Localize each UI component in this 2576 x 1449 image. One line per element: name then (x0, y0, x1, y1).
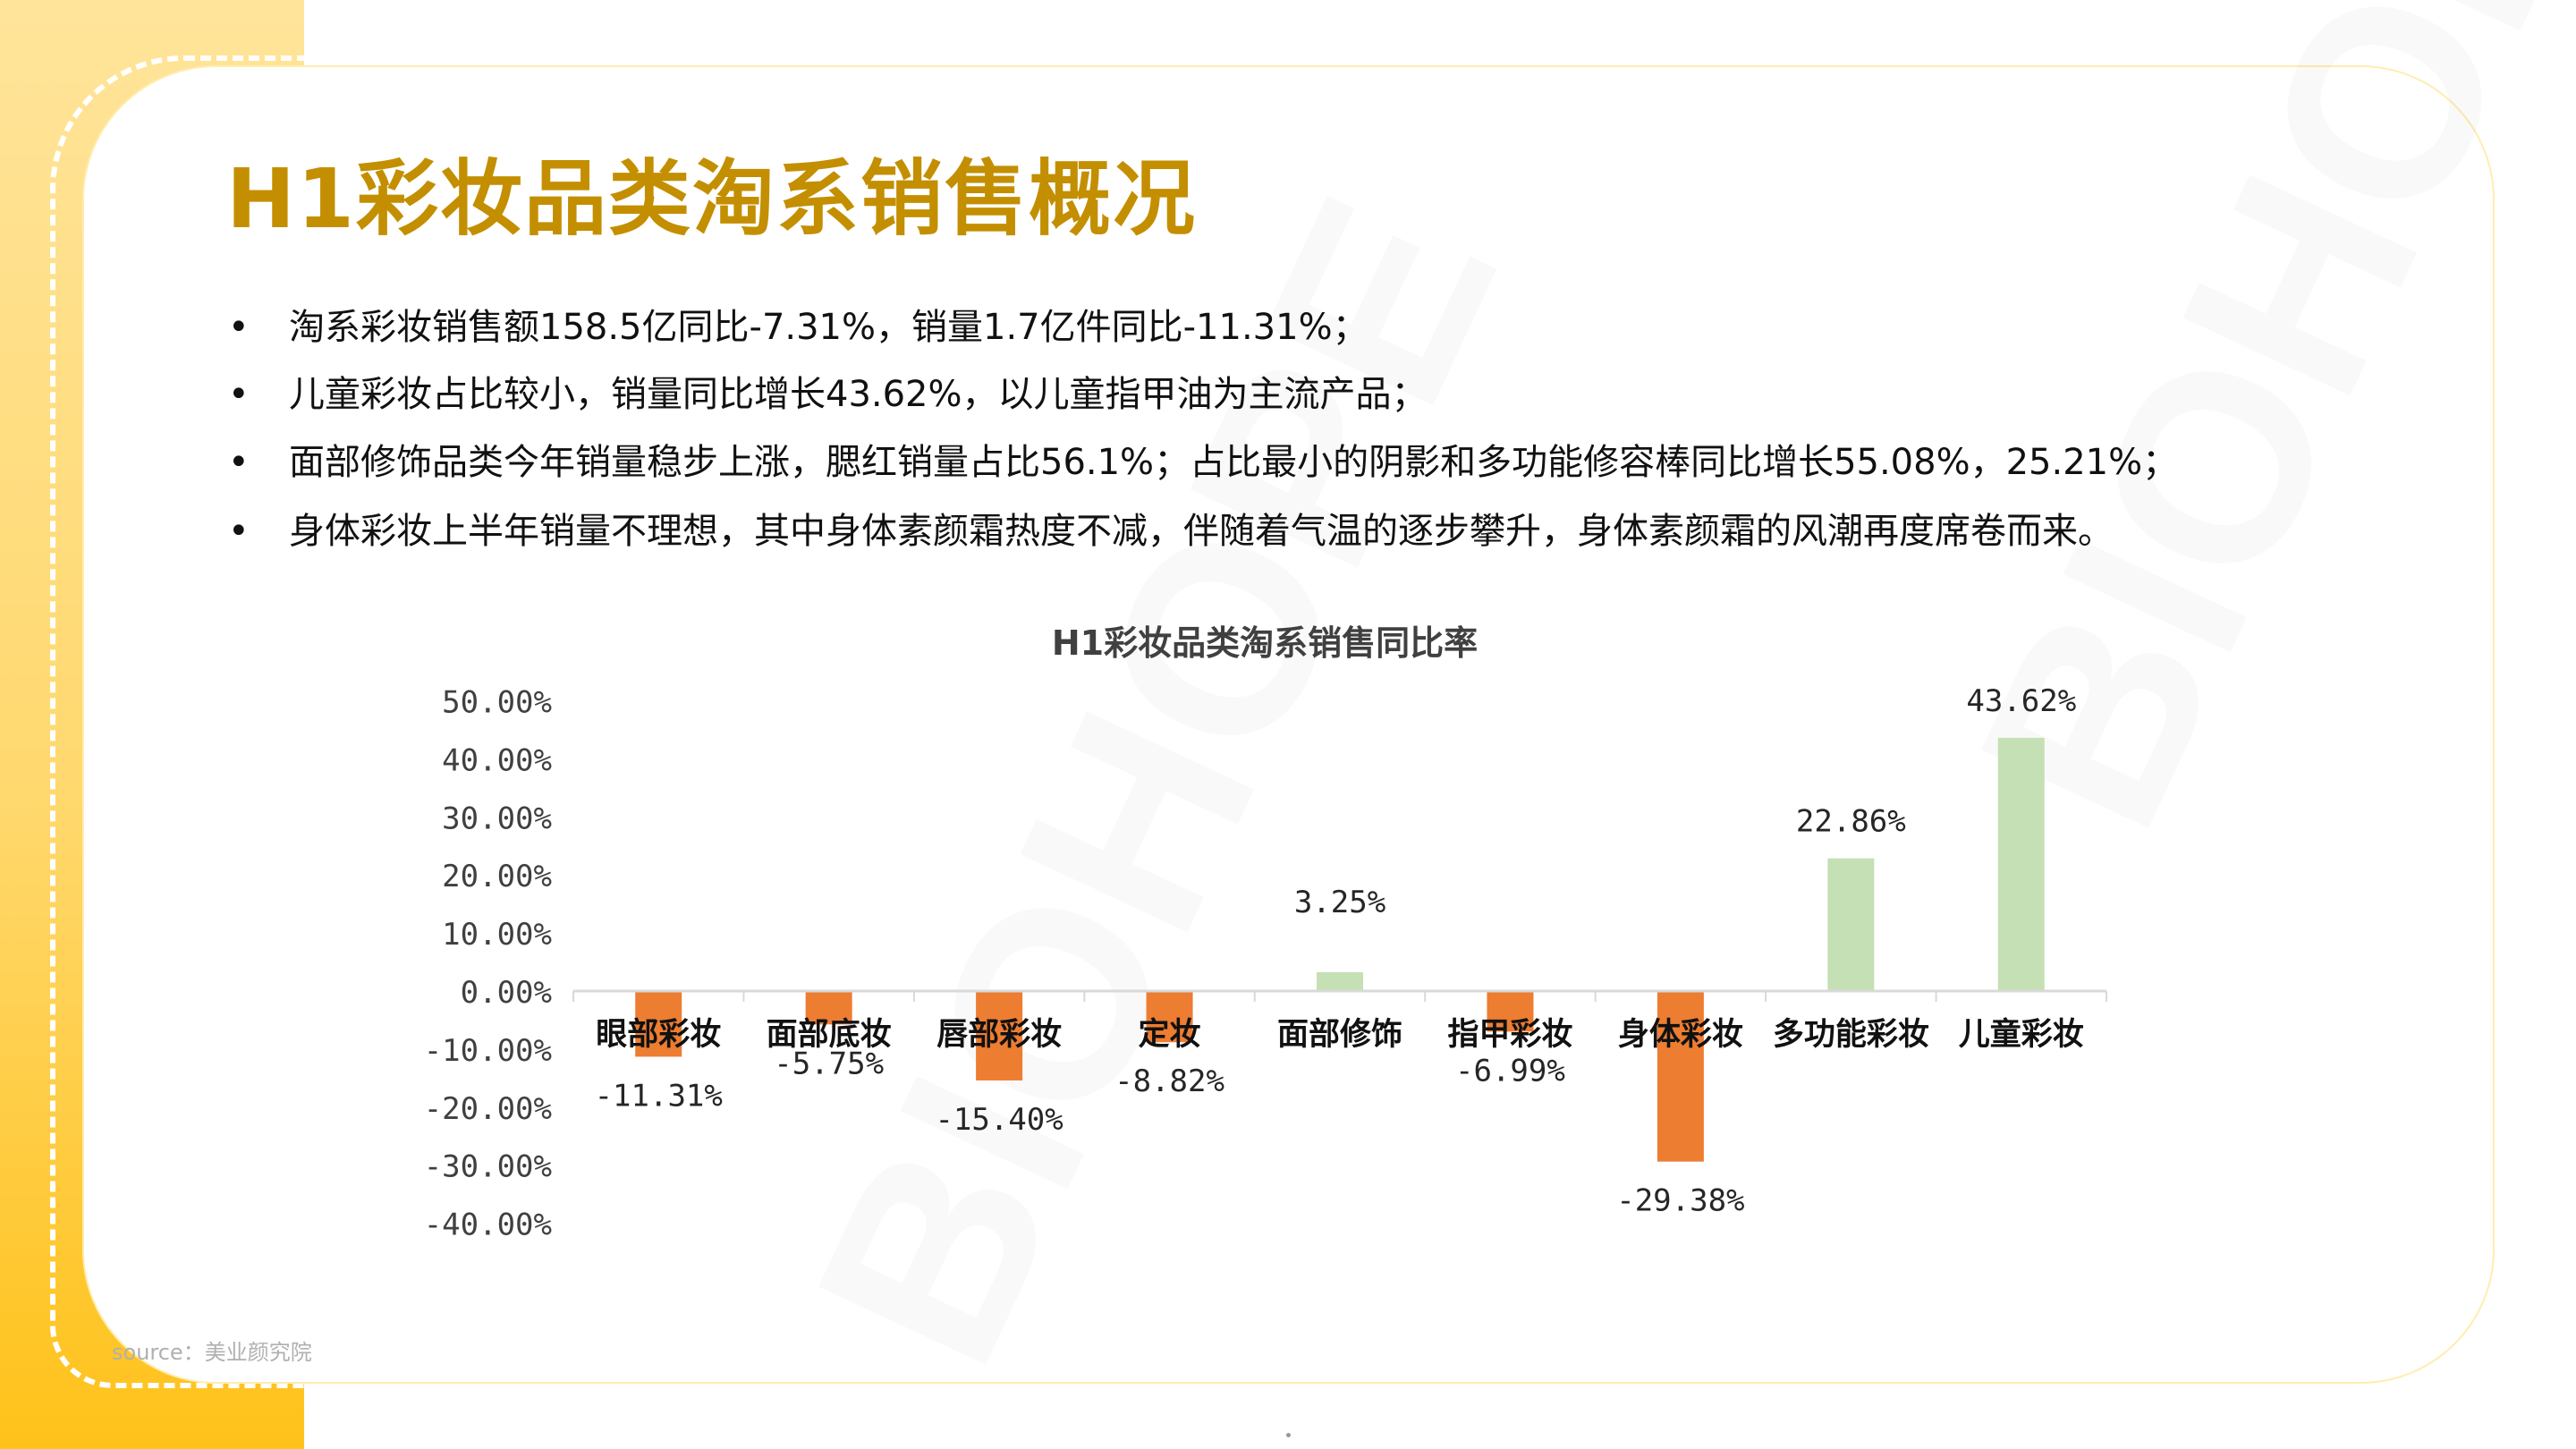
bar (1317, 971, 1363, 991)
bullet-dot: • (228, 442, 250, 483)
data-label: 3.25% (1294, 885, 1385, 920)
y-tick-label: 0.00% (461, 975, 552, 1011)
y-tick-label: -20.00% (424, 1091, 552, 1127)
y-tick-label: 10.00% (442, 917, 552, 953)
bar (976, 991, 1023, 1080)
bullet-item: • 面部修饰品类今年销量稳步上涨，腮红销量占比56.1%；占比最小的阴影和多功能修… (228, 433, 2178, 485)
category-label: 指甲彩妆 (1447, 1017, 1572, 1053)
source-note: source：美业颜究院 (112, 1340, 312, 1365)
bullet-text: 面部修饰品类今年销量稳步上涨，腮红销量占比56.1%；占比最小的阴影和多功能修容… (289, 442, 2179, 483)
y-tick-label: 30.00% (442, 801, 552, 836)
bullet-item: • 儿童彩妆占比较小，销量同比增长43.62%，以儿童指甲油为主流产品； (228, 365, 1428, 417)
data-label: 43.62% (1966, 683, 2076, 719)
data-label: -6.99% (1455, 1053, 1565, 1089)
content-card (82, 65, 2495, 1384)
bullet-text: 淘系彩妆销售额158.5亿同比-7.31%，销量1.7亿件同比-11.31%； (289, 307, 1368, 348)
data-label: -15.40% (935, 1102, 1063, 1138)
y-tick-label: -40.00% (424, 1208, 552, 1243)
bullet-text: 身体彩妆上半年销量不理想，其中身体素颜霜热度不减，伴随着气温的逐步攀升，身体素颜… (289, 511, 2114, 552)
y-tick-label: 20.00% (442, 859, 552, 894)
category-label: 儿童彩妆 (1959, 1017, 2084, 1053)
dashed-outline-decor (50, 55, 587, 1388)
data-label: -11.31% (595, 1078, 723, 1114)
y-tick-label: -10.00% (424, 1033, 552, 1069)
bar (1997, 737, 2045, 991)
page-indicator-dot (1286, 1433, 1291, 1437)
bar (1487, 991, 1534, 1032)
bullet-dot: • (228, 307, 250, 348)
bullet-dot: • (228, 511, 250, 552)
y-tick-label: 40.00% (442, 742, 552, 778)
bullet-dot: • (228, 374, 250, 415)
bar (1827, 858, 1875, 991)
bar (1146, 991, 1193, 1043)
data-label: 22.86% (1796, 804, 1906, 840)
category-label: 眼部彩妆 (596, 1017, 721, 1053)
data-label: -29.38% (1616, 1183, 1744, 1219)
category-label: 唇部彩妆 (936, 1017, 1062, 1053)
data-label: -5.75% (774, 1046, 884, 1081)
y-tick-label: -30.00% (424, 1149, 552, 1185)
category-label: 多功能彩妆 (1773, 1017, 1929, 1053)
category-label: 身体彩妆 (1618, 1017, 1743, 1053)
bar (635, 991, 682, 1057)
bullet-item: • 身体彩妆上半年销量不理想，其中身体素颜霜热度不减，伴随着气温的逐步攀升，身体素… (228, 502, 2114, 554)
page-title: H1彩妆品类淘系销售概况 (226, 151, 1198, 247)
chart-title: H1彩妆品类淘系销售同比率 (1051, 623, 1479, 663)
bullet-item: • 淘系彩妆销售额158.5亿同比-7.31%，销量1.7亿件同比-11.31%； (228, 298, 1368, 350)
category-label: 定妆 (1139, 1017, 1201, 1053)
y-tick-label: 50.00% (442, 685, 552, 721)
bar (805, 991, 852, 1025)
bar (1657, 991, 1704, 1162)
data-label: -8.82% (1114, 1063, 1224, 1099)
category-label: 面部底妆 (767, 1017, 892, 1053)
bullet-text: 儿童彩妆占比较小，销量同比增长43.62%，以儿童指甲油为主流产品； (289, 374, 1428, 415)
category-label: 面部修饰 (1277, 1017, 1402, 1053)
